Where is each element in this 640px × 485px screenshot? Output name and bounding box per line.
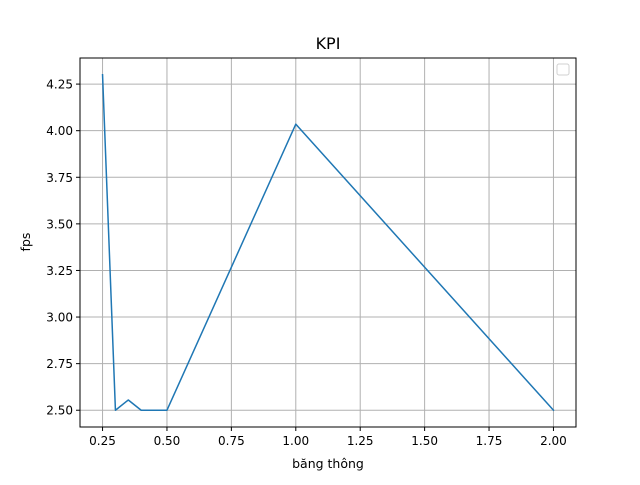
y-tick-label: 4.25 <box>46 78 73 92</box>
tick-layer: 0.25 0.50 0.75 1.00 1.25 1.50 1.75 2.00 2.50 2.75… <box>46 78 567 448</box>
x-tick-label: 0.25 <box>89 434 116 448</box>
y-tick-label: 2.50 <box>46 404 73 418</box>
x-tick-label: 1.00 <box>282 434 309 448</box>
x-tick-label: 0.75 <box>218 434 245 448</box>
y-tick-label: 3.00 <box>46 311 73 325</box>
y-tick-label: 2.75 <box>46 357 73 371</box>
y-tick-label: 3.25 <box>46 264 73 278</box>
plot-area <box>80 58 576 427</box>
x-tick-label: 2.00 <box>540 434 567 448</box>
x-tick-label: 1.50 <box>411 434 438 448</box>
y-tick-label: 3.50 <box>46 217 73 231</box>
x-axis-label: băng thông <box>292 456 364 471</box>
legend-box <box>556 63 570 76</box>
x-tick-label: 1.25 <box>347 434 374 448</box>
y-axis-label: fps <box>18 233 33 252</box>
series-line <box>101 73 555 412</box>
x-tick-label: 1.75 <box>476 434 503 448</box>
y-tick-label: 3.75 <box>46 171 73 185</box>
series-layer <box>101 73 555 412</box>
plot-frame <box>79 57 577 428</box>
y-tick-label: 4.00 <box>46 124 73 138</box>
chart-title: KPI <box>316 34 341 53</box>
x-tick-label: 0.50 <box>154 434 181 448</box>
